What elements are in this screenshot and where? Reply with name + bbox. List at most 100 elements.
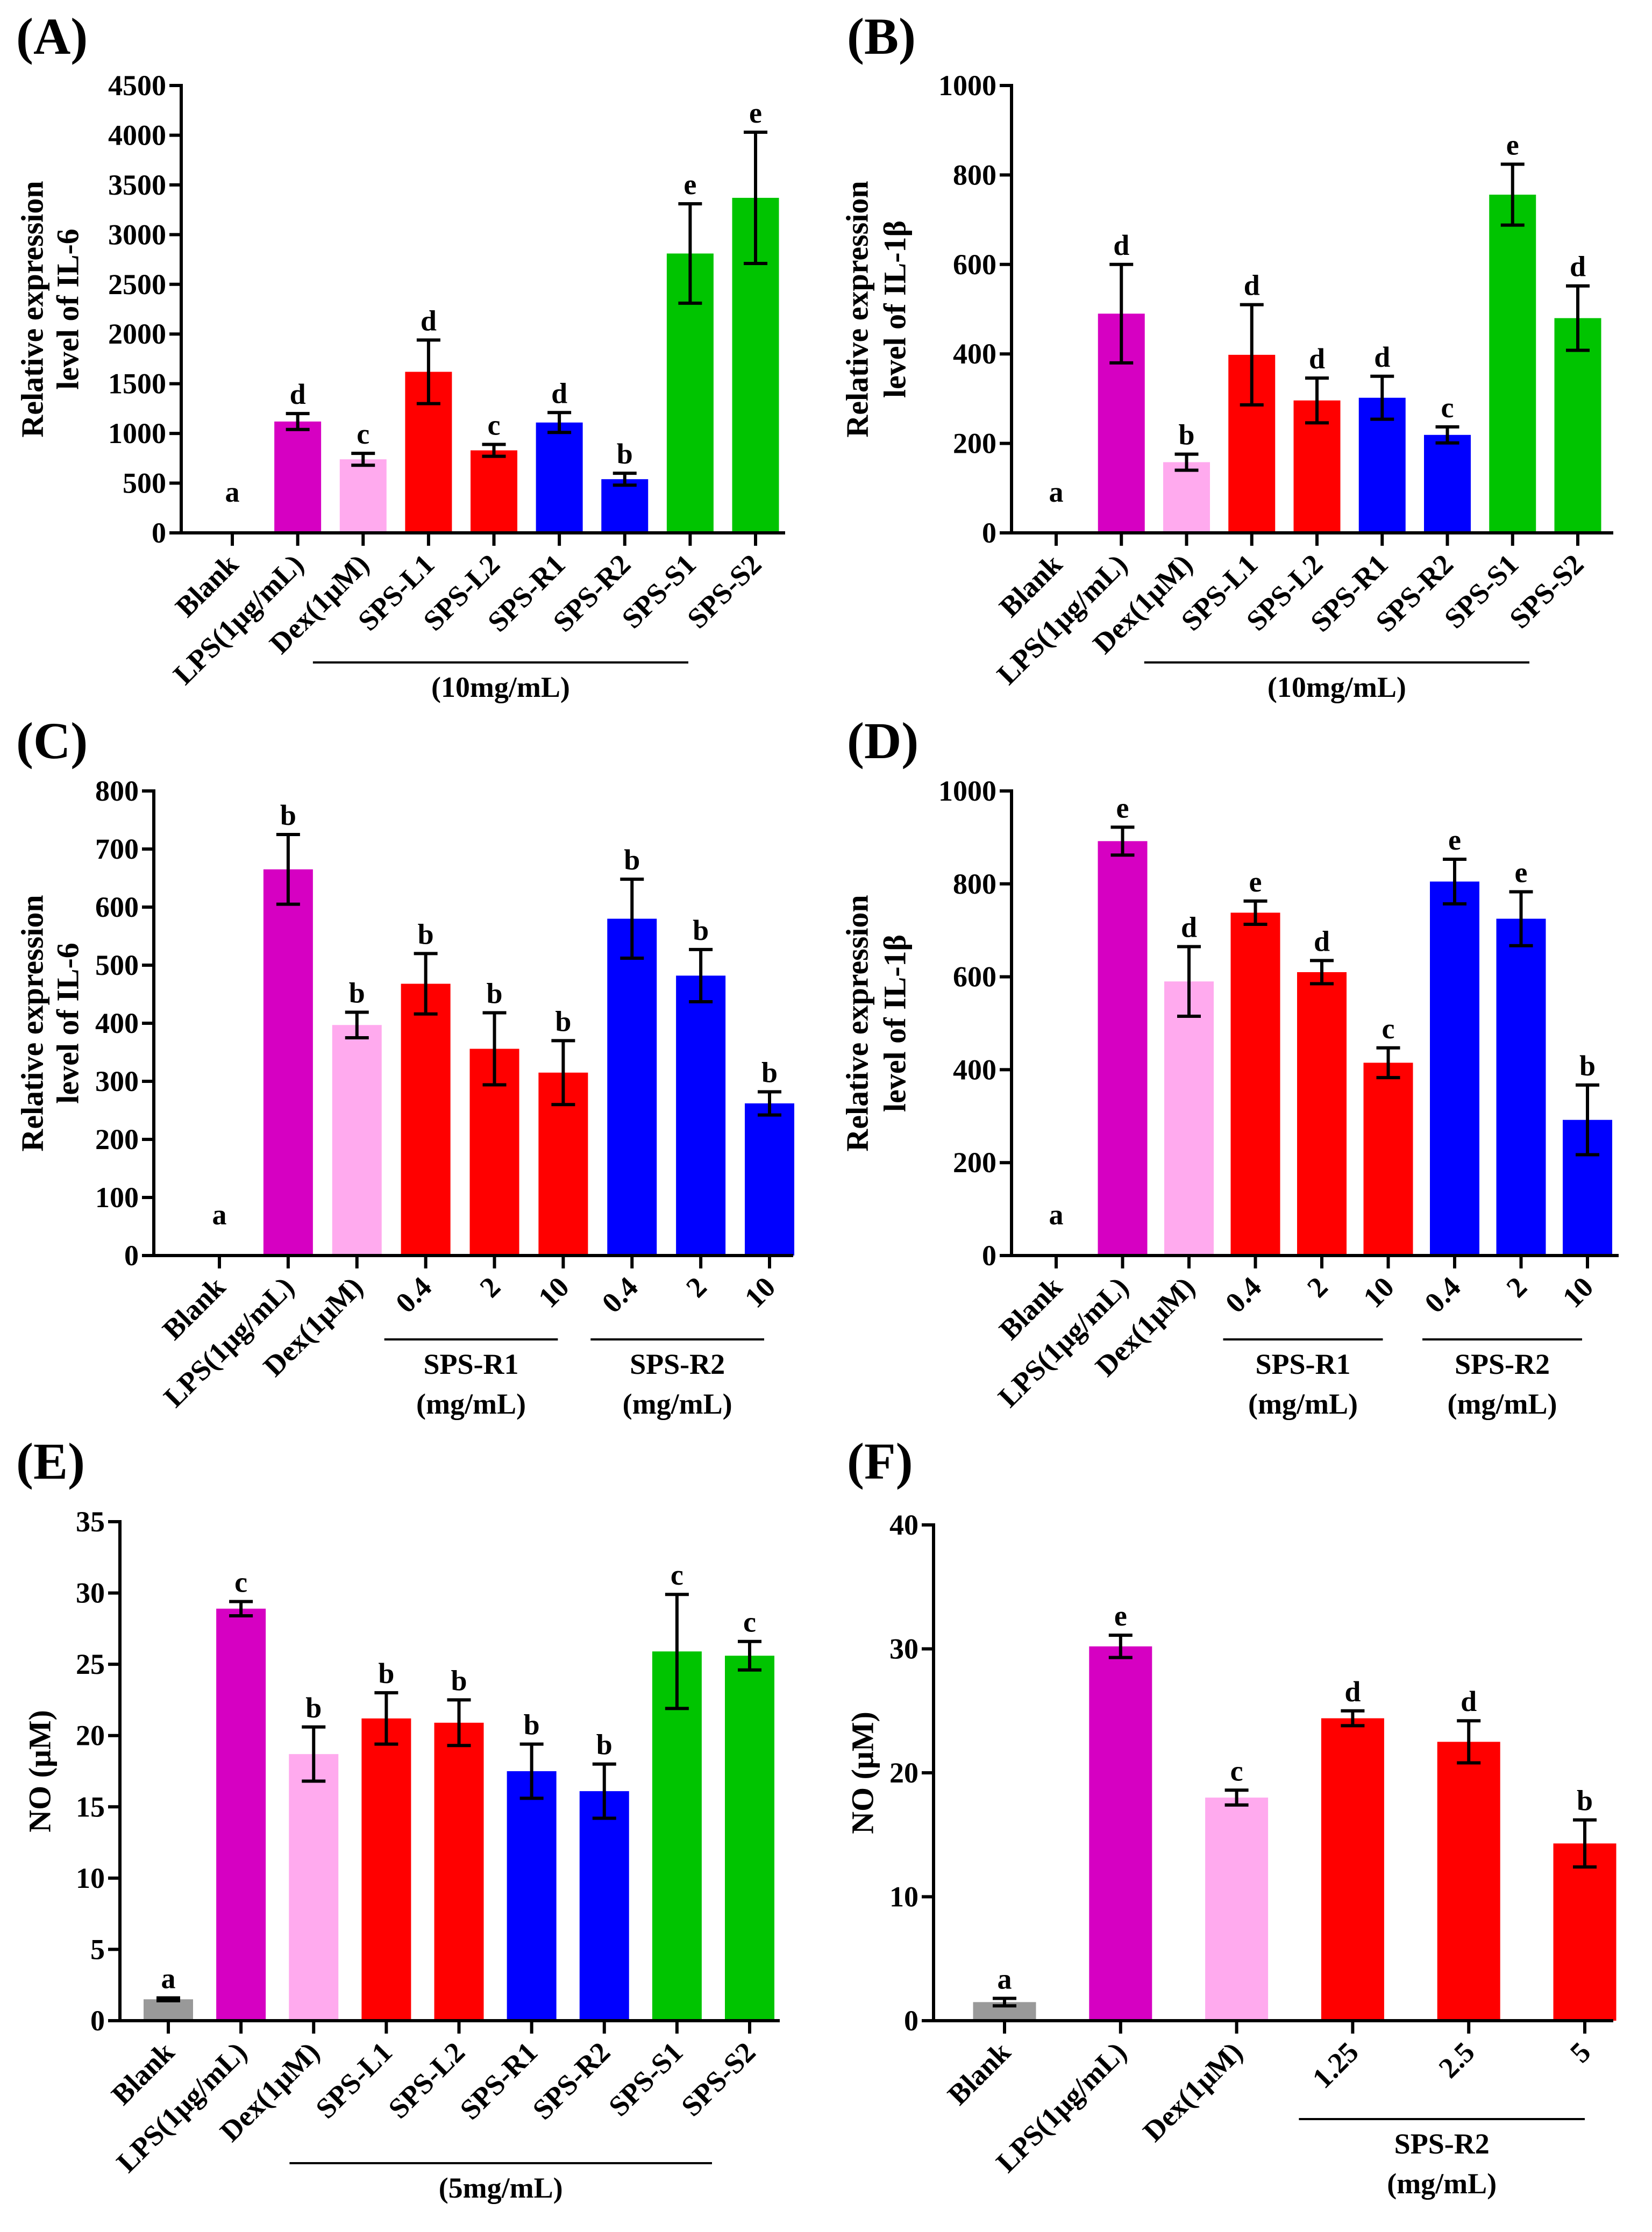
bar (536, 422, 583, 533)
y-tick-label: 200 (953, 1146, 996, 1179)
y-tick-label: 600 (95, 891, 139, 923)
bar (216, 1608, 266, 2021)
y-axis-label: Relative expression (15, 181, 49, 437)
x-tick-label: 10 (738, 1271, 782, 1314)
significance-letter: e (749, 97, 762, 129)
x-tick-label: SPS-S1 (616, 548, 702, 634)
significance-letter: d (1461, 1685, 1477, 1717)
x-tick-label: 2 (1301, 1271, 1334, 1304)
significance-letter: d (551, 377, 567, 409)
bar (579, 1791, 629, 2021)
bar (1205, 1798, 1269, 2021)
bar (339, 459, 387, 533)
chart-panel-e: (E)NO (μM)aBlankcLPS(1μg/mL)bDex(1μM)bSP… (16, 1432, 780, 2204)
significance-letter: c (743, 1606, 756, 1638)
bar (332, 1025, 382, 1256)
significance-letter: d (1244, 269, 1260, 302)
group-label: SPS-R1 (1255, 1348, 1350, 1380)
x-tick-label: Dex(1μM) (1137, 2036, 1249, 2148)
y-tick-label: 400 (953, 1053, 996, 1086)
y-tick-label: 0 (982, 517, 996, 549)
significance-letter: a (161, 1963, 176, 1995)
group-label: (5mg/mL) (439, 2172, 563, 2204)
significance-letter: d (1374, 341, 1390, 373)
significance-letter: e (1448, 824, 1461, 856)
significance-letter: e (1515, 856, 1528, 888)
y-tick-label: 1000 (108, 417, 166, 450)
group-label: (10mg/mL) (1268, 671, 1406, 703)
bar (1321, 1718, 1384, 2021)
group-label: SPS-R2 (1394, 2128, 1490, 2160)
significance-letter: c (1382, 1012, 1395, 1045)
significance-letter: b (761, 1056, 778, 1088)
significance-letter: e (1116, 791, 1129, 824)
y-tick-label: 0 (904, 2005, 918, 2037)
significance-letter: b (555, 1005, 571, 1037)
y-tick-label: 800 (95, 775, 139, 807)
y-tick-label: 800 (953, 159, 996, 191)
y-axis-label: NO (μM) (845, 1712, 880, 1834)
y-tick-label: 30 (76, 1577, 105, 1609)
y-axis-label: Relative expression (839, 181, 874, 437)
x-tick-label: 10 (1556, 1271, 1600, 1314)
bar (401, 983, 451, 1256)
bar (507, 1771, 557, 2021)
y-tick-label: 4500 (108, 69, 166, 102)
y-tick-label: 100 (95, 1181, 139, 1214)
bar (274, 421, 322, 533)
significance-letter: b (693, 914, 709, 946)
group-label: SPS-R2 (1455, 1348, 1550, 1380)
y-tick-label: 10 (76, 1862, 105, 1894)
bar (607, 918, 657, 1256)
significance-letter: a (1049, 476, 1064, 508)
bar (725, 1656, 774, 2021)
x-tick-label: SPS-R2 (526, 2036, 617, 2126)
y-tick-label: 700 (95, 833, 139, 865)
x-tick-label: 2 (473, 1271, 507, 1304)
significance-letter: b (280, 799, 296, 831)
significance-letter: a (212, 1199, 227, 1231)
y-tick-label: 1000 (938, 69, 996, 102)
chart-panel-d: (D)Relative expression level of IL-1βaBla… (839, 712, 1619, 1420)
group-label: (mg/mL) (1248, 1388, 1358, 1420)
y-tick-label: 400 (95, 1007, 139, 1039)
x-tick-label: SPS-L2 (382, 2036, 471, 2125)
y-tick-label: 0 (90, 2005, 105, 2037)
y-tick-label: 40 (889, 1509, 918, 1541)
bar (652, 1651, 702, 2021)
y-tick-label: 1000 (938, 775, 996, 807)
chart-panel-c: (C)Relative expression level of IL-6aBlan… (15, 712, 794, 1420)
y-tick-label: 30 (889, 1633, 918, 1665)
y-tick-label: 300 (95, 1065, 139, 1097)
y-tick-label: 3500 (108, 169, 166, 201)
significance-letter: c (671, 1559, 683, 1591)
significance-letter: b (1577, 1785, 1593, 1817)
significance-letter: b (486, 978, 502, 1010)
significance-letter: c (1230, 1755, 1243, 1787)
panel-label: (F) (847, 1432, 913, 1490)
bar (1554, 318, 1601, 533)
x-tick-label: 5 (1564, 2036, 1597, 2069)
panel-label: (B) (847, 8, 916, 65)
y-tick-label: 0 (982, 1239, 996, 1272)
bar (601, 479, 649, 533)
significance-letter: d (1181, 911, 1197, 943)
bar (361, 1718, 411, 2021)
y-tick-label: 500 (95, 949, 139, 981)
y-axis-label: Relative expression (15, 895, 49, 1151)
bar (1424, 434, 1471, 533)
y-axis-label: NO (μM) (22, 1710, 57, 1832)
y-tick-label: 3000 (108, 218, 166, 251)
y-tick-label: 200 (95, 1123, 139, 1156)
x-tick-label: 1.25 (1306, 2036, 1365, 2094)
y-axis-label: level of IL-1β (877, 935, 912, 1112)
x-tick-label: SPS-L1 (309, 2036, 398, 2125)
group-label: (mg/mL) (623, 1388, 732, 1420)
y-tick-label: 0 (124, 1239, 139, 1272)
significance-letter: e (683, 168, 696, 201)
significance-letter: c (234, 1566, 247, 1598)
x-tick-label: 10 (1357, 1271, 1400, 1314)
x-tick-label: SPS-S1 (602, 2036, 689, 2122)
significance-letter: b (305, 1692, 322, 1724)
